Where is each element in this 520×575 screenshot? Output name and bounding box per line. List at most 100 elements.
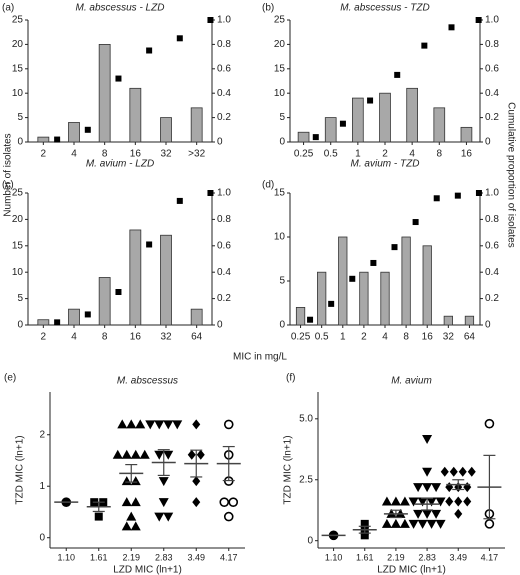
data-point [121, 476, 132, 486]
cumulative-point [448, 24, 455, 31]
y-tick-label: 0 [17, 137, 23, 148]
y2-tick-label: 0.6 [217, 240, 231, 251]
cumulative-point [370, 259, 377, 266]
cumulative-point [312, 134, 319, 141]
data-point [399, 496, 410, 506]
data-point [192, 497, 201, 508]
x-tick-label: 32 [160, 332, 172, 343]
data-point [422, 435, 433, 445]
x-tick-label: 8 [102, 149, 108, 160]
bar [324, 117, 337, 143]
panel-letter: (f) [286, 373, 295, 384]
data-point [431, 509, 442, 519]
data-point [130, 521, 141, 531]
cumulative-point [146, 47, 153, 54]
y-tick-label: 20 [12, 39, 24, 50]
bar [443, 315, 453, 326]
y2-tick-label: 1.0 [485, 188, 499, 199]
x-tick-label: 3.49 [187, 552, 205, 562]
y-axis-label: TZD MIC (ln+1) [15, 435, 26, 504]
x-axis-label: LZD MIC (ln+1) [113, 565, 182, 575]
bar [68, 122, 80, 143]
data-point [381, 518, 392, 528]
x-tick-label: 3.49 [449, 552, 467, 562]
y2-tick-label: 0.8 [485, 214, 499, 225]
y-tick-label: 10 [12, 88, 24, 99]
panel-title: M. avium - LZD [86, 159, 154, 170]
data-point [435, 497, 446, 507]
y-tick-label: 5 [279, 112, 285, 123]
data-point [154, 450, 165, 460]
x-tick-label: 2.83 [155, 552, 173, 562]
data-point [130, 476, 141, 486]
bar [98, 44, 111, 143]
bar [129, 87, 142, 143]
y-tick-label: 10 [274, 88, 286, 99]
data-point [121, 521, 132, 531]
data-point [422, 509, 433, 519]
data-point [196, 449, 205, 460]
y2-tick-label: 0 [217, 137, 223, 148]
y2-tick-label: 0.8 [217, 214, 231, 225]
data-point [130, 497, 141, 507]
panel-letter: (a) [2, 3, 14, 14]
data-point [158, 498, 169, 508]
x-tick-label: 1 [340, 332, 346, 343]
cumulative-point [391, 244, 398, 251]
y2-tick-label: 0.6 [485, 240, 499, 251]
cumulative-point [339, 120, 346, 127]
y-tick-label: 2 [39, 429, 45, 440]
x-tick-label: 2 [382, 149, 388, 160]
data-point [426, 519, 437, 529]
cumulative-point [84, 311, 91, 318]
data-point [408, 497, 419, 507]
y-tick-label: 1 [39, 481, 45, 492]
bar [380, 271, 390, 326]
x-axis-label: MIC in mg/L [233, 352, 287, 363]
y-tick-label: 5 [279, 276, 285, 287]
x-tick-label: 8 [403, 332, 409, 343]
y-tick-label: 15 [12, 63, 24, 74]
x-tick-label: 4.17 [481, 552, 499, 562]
panel-letter: (b) [262, 3, 274, 14]
cumulative-point [367, 97, 374, 104]
x-tick-label: 4.17 [220, 552, 238, 562]
x-tick-label: 1.61 [356, 552, 374, 562]
y-axis-label: TZD MIC (ln+1) [283, 435, 294, 504]
bar [433, 107, 446, 143]
data-point [467, 466, 476, 477]
bar [352, 97, 364, 143]
bar [401, 236, 411, 326]
y-tick-label: 15 [274, 63, 286, 74]
x-tick-label: 16 [130, 332, 142, 343]
bar [190, 308, 203, 326]
y-tick-label: 15 [12, 240, 24, 251]
data-point [121, 497, 132, 507]
panel-title: M. abscessus - TZD [340, 3, 429, 14]
cumulative-point [433, 195, 440, 202]
y-tick-label: 25 [274, 15, 286, 26]
data-point [381, 496, 392, 506]
bar [338, 236, 348, 326]
panel-title: M. abscessus [117, 376, 178, 387]
x-tick-label: 32 [160, 149, 172, 160]
data-point [154, 512, 165, 522]
cumulative-point [176, 35, 183, 42]
data-point [158, 477, 169, 487]
cumulative-point [475, 190, 482, 196]
y-tick-label: 0 [39, 532, 45, 543]
x-tick-label: 4 [382, 332, 388, 343]
x-tick-label: 2 [41, 149, 47, 160]
data-point [130, 449, 141, 459]
x-tick-label: 8 [437, 149, 443, 160]
cumulative-point [146, 241, 153, 248]
bar [68, 308, 80, 326]
y-tick-label: 15 [274, 188, 286, 199]
panel-title: M. avium [391, 376, 432, 387]
data-point [192, 419, 201, 430]
x-tick-label: 16 [422, 332, 434, 343]
bar [317, 271, 327, 326]
y-tick-label: 0 [307, 535, 313, 546]
y2-tick-label: 0.2 [485, 112, 499, 123]
data-point [163, 512, 174, 522]
